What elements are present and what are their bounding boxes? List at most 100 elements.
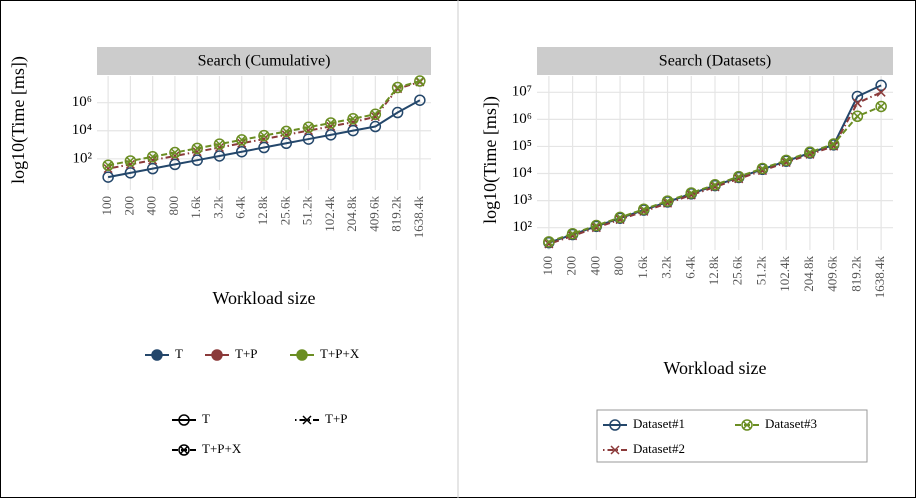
y-tick-label: 10³ [513, 192, 533, 208]
legend-label: T+P+X [320, 346, 360, 361]
marker-x [281, 126, 291, 136]
x-tick-label: 25.6k [277, 196, 292, 226]
marker-circle [851, 110, 864, 123]
x-tick-label: 6.4k [233, 196, 248, 219]
marker-circle [169, 158, 181, 171]
x-tick-label: 100 [99, 196, 114, 216]
marker-x [805, 147, 815, 157]
x-tick-label: 6.4k [682, 256, 697, 279]
data-point [827, 138, 840, 150]
data-point [780, 154, 792, 167]
data-point [369, 108, 382, 121]
marker-circle [235, 145, 248, 158]
marker-circle [280, 137, 293, 150]
data-point [685, 187, 698, 199]
y-tick-label: 10⁴ [72, 122, 92, 138]
y-tick-label: 10² [513, 219, 533, 235]
data-point [347, 124, 359, 137]
data-point [875, 79, 887, 92]
marker-x [326, 118, 336, 128]
marker-circle [102, 159, 114, 171]
data-point [638, 203, 650, 215]
data-point [369, 120, 382, 133]
marker-circle [827, 138, 840, 150]
marker-circle [178, 414, 190, 426]
marker-circle [369, 108, 382, 121]
x-axis-label: Workload size [212, 288, 315, 308]
marker-circle [124, 167, 137, 179]
data-point [876, 87, 886, 97]
marker-x [259, 131, 269, 141]
marker-x [393, 83, 403, 93]
x-tick-label: 409.6k [366, 196, 381, 232]
legend-label: Dataset#1 [633, 416, 685, 431]
legend-key [603, 445, 627, 455]
marker-circle [543, 236, 555, 248]
data-point [302, 121, 315, 133]
marker-circle [258, 141, 270, 154]
marker-x [302, 415, 312, 425]
data-point [852, 98, 862, 108]
marker-circle [804, 146, 816, 158]
marker-x [348, 117, 358, 127]
marker-circle [235, 134, 248, 146]
y-tick-label: 10⁶ [512, 111, 532, 127]
data-point [169, 158, 181, 171]
marker-x [259, 134, 269, 144]
marker-circle [211, 349, 223, 361]
data-point [391, 81, 404, 94]
strip [97, 47, 431, 75]
marker-x [326, 121, 336, 131]
data-point [326, 121, 336, 131]
y-tick-label: 10⁵ [512, 138, 532, 154]
marker-x [757, 163, 767, 174]
marker-circle [102, 171, 114, 183]
marker-x [591, 221, 601, 231]
marker-x [237, 138, 247, 148]
marker-x [214, 139, 224, 149]
marker-circle [685, 187, 698, 199]
legend-key [172, 444, 196, 456]
data-point [391, 106, 404, 119]
marker-x [710, 180, 720, 190]
x-tick-label: 51.2k [753, 256, 768, 286]
marker-x [734, 172, 744, 182]
marker-x [103, 164, 113, 174]
marker-circle [213, 138, 226, 150]
x-tick-label: 25.6k [730, 256, 745, 286]
data-point [370, 112, 380, 122]
x-tick-label: 400 [587, 256, 602, 276]
x-tick-label: 3.2k [659, 256, 674, 279]
data-point [258, 141, 270, 154]
y-axis-label: log10(Time [ms]) [480, 96, 501, 224]
data-point [590, 219, 603, 232]
marker-x [686, 188, 696, 198]
marker-x [876, 87, 886, 97]
marker-circle [369, 120, 382, 133]
marker-circle [296, 349, 308, 361]
legend-key [603, 419, 627, 431]
data-point [102, 159, 114, 171]
x-tick-label: 409.6k [825, 256, 840, 292]
data-point [213, 150, 226, 162]
marker-x [304, 122, 314, 132]
data-point [709, 179, 721, 191]
legend-key [735, 419, 759, 431]
y-tick-label: 10⁶ [72, 94, 92, 110]
x-tick-label: 204.8k [344, 196, 359, 232]
marker-x [148, 152, 158, 162]
x-tick-label: 102.4k [322, 196, 337, 232]
marker-circle [875, 79, 887, 92]
y-tick-label: 10² [73, 150, 93, 166]
data-point [124, 155, 137, 167]
data-point [235, 145, 248, 158]
marker-circle [756, 162, 769, 175]
data-point [235, 134, 248, 146]
marker-circle [146, 151, 159, 163]
data-point [281, 130, 291, 140]
series-line [107, 99, 421, 179]
marker-circle [414, 94, 426, 106]
marker-circle [302, 121, 315, 133]
marker-x [544, 237, 554, 247]
marker-x [281, 130, 291, 140]
